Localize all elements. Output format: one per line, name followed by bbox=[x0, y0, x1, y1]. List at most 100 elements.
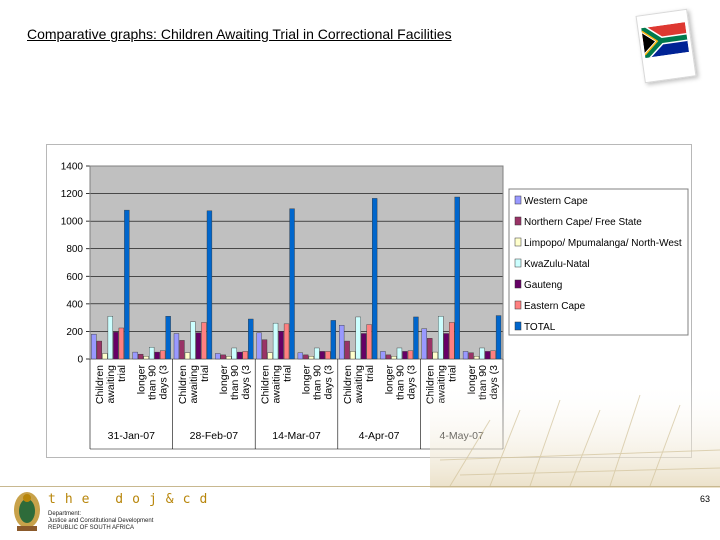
dept-line-1: Department: bbox=[48, 511, 82, 517]
dept-line-2: Justice and Constitutional Development bbox=[48, 518, 154, 524]
plot-area bbox=[90, 166, 503, 359]
bar bbox=[289, 208, 295, 360]
bar bbox=[96, 340, 103, 360]
group-label: 31-Jan-07 bbox=[108, 430, 155, 442]
bar bbox=[438, 316, 444, 360]
plot-border bbox=[89, 165, 504, 360]
bar bbox=[102, 353, 108, 360]
bar bbox=[421, 328, 427, 360]
bar bbox=[184, 352, 191, 360]
bar bbox=[484, 351, 491, 360]
bar bbox=[462, 351, 469, 360]
coat-of-arms-icon bbox=[14, 492, 40, 531]
legend-label: Eastern Cape bbox=[524, 301, 586, 312]
x-tick-label: longerthan 90days (3 bbox=[218, 365, 252, 401]
bar bbox=[206, 210, 213, 360]
x-tick-label: longerthan 90days (3 bbox=[135, 365, 169, 401]
bar bbox=[314, 347, 320, 360]
bar bbox=[137, 353, 144, 360]
group-label: 4-Apr-07 bbox=[359, 430, 400, 442]
bar bbox=[468, 352, 474, 360]
legend-swatch bbox=[514, 195, 522, 205]
bar bbox=[231, 347, 237, 360]
bar bbox=[413, 316, 419, 360]
bar bbox=[330, 320, 336, 360]
bar bbox=[278, 331, 284, 360]
bar bbox=[159, 350, 166, 360]
x-tick-label: Childrenawaitingtrial bbox=[342, 365, 376, 404]
bar bbox=[308, 356, 314, 360]
bar bbox=[303, 354, 309, 360]
bar bbox=[402, 351, 408, 360]
bar bbox=[242, 351, 248, 360]
slide-title: Comparative graphs: Children Awaiting Tr… bbox=[27, 26, 452, 42]
footer-divider bbox=[0, 486, 720, 487]
legend-swatch bbox=[514, 237, 522, 247]
bar bbox=[261, 339, 268, 360]
bar bbox=[190, 321, 196, 360]
bar bbox=[449, 322, 455, 360]
y-tick-label: 1400 bbox=[61, 162, 84, 173]
bar bbox=[154, 351, 160, 360]
bar bbox=[443, 333, 449, 360]
x-tick-label: Childrenawaitingtrial bbox=[177, 365, 211, 404]
dept-line-3: REPUBLIC OF SOUTH AFRICA bbox=[48, 525, 135, 531]
bar bbox=[339, 325, 345, 360]
group-label: 14-Mar-07 bbox=[272, 430, 321, 442]
legend-swatch bbox=[514, 258, 522, 268]
bar bbox=[165, 316, 171, 360]
bar bbox=[118, 327, 125, 360]
y-tick-label: 1200 bbox=[61, 189, 84, 200]
chart: 0 200 400 600 800 1000 1200 1400 Childrenawaitin… bbox=[61, 162, 689, 450]
bar bbox=[124, 209, 130, 360]
bar bbox=[495, 315, 502, 360]
legend-label: Limpopo/ Mpumalanga/ North-West bbox=[524, 238, 682, 249]
bar bbox=[297, 352, 303, 360]
x-tick-label: Childrenawaitingtrial bbox=[259, 365, 293, 404]
legend bbox=[508, 188, 689, 336]
bar bbox=[195, 332, 202, 360]
bar bbox=[479, 347, 485, 360]
bar bbox=[490, 350, 496, 360]
logo-text: the doj&cd bbox=[48, 492, 217, 507]
bar bbox=[201, 322, 207, 360]
bar bbox=[215, 353, 221, 360]
page-number: 63 bbox=[700, 494, 711, 504]
group-label: 28-Feb-07 bbox=[190, 430, 239, 442]
legend-label: TOTAL bbox=[524, 322, 556, 333]
bar bbox=[237, 351, 243, 360]
bar bbox=[132, 351, 138, 360]
bar bbox=[473, 356, 480, 360]
legend-label: Gauteng bbox=[524, 280, 562, 291]
bar bbox=[179, 340, 185, 360]
bar bbox=[396, 347, 403, 360]
bar bbox=[91, 333, 97, 360]
bar bbox=[432, 351, 438, 360]
bar bbox=[391, 356, 397, 360]
bar bbox=[173, 333, 180, 360]
legend-swatch bbox=[514, 216, 522, 226]
legend-swatch bbox=[514, 321, 522, 331]
bar bbox=[385, 354, 392, 360]
legend-swatch bbox=[514, 300, 522, 310]
bar bbox=[344, 340, 350, 360]
bar bbox=[407, 350, 414, 360]
y-tick-label: 0 bbox=[77, 355, 83, 366]
bar bbox=[267, 352, 273, 360]
bar bbox=[325, 351, 331, 360]
y-tick-label: 1000 bbox=[61, 217, 84, 228]
south-africa-flag-icon bbox=[641, 22, 690, 58]
bar bbox=[148, 347, 155, 360]
legend-label: Western Cape bbox=[524, 196, 588, 207]
y-tick-label: 800 bbox=[66, 244, 83, 255]
bar bbox=[272, 322, 279, 360]
legend-label: KwaZulu-Natal bbox=[524, 259, 590, 270]
bar bbox=[113, 331, 119, 360]
chart-frame: 0 200 400 600 800 1000 1200 1400 Childrenawaitin… bbox=[46, 144, 692, 458]
bar bbox=[220, 354, 226, 360]
bar bbox=[380, 351, 386, 360]
bar bbox=[283, 323, 290, 360]
bar bbox=[372, 198, 378, 360]
x-tick-label: Childrenawaitingtrial bbox=[94, 365, 128, 404]
bar bbox=[107, 316, 114, 360]
